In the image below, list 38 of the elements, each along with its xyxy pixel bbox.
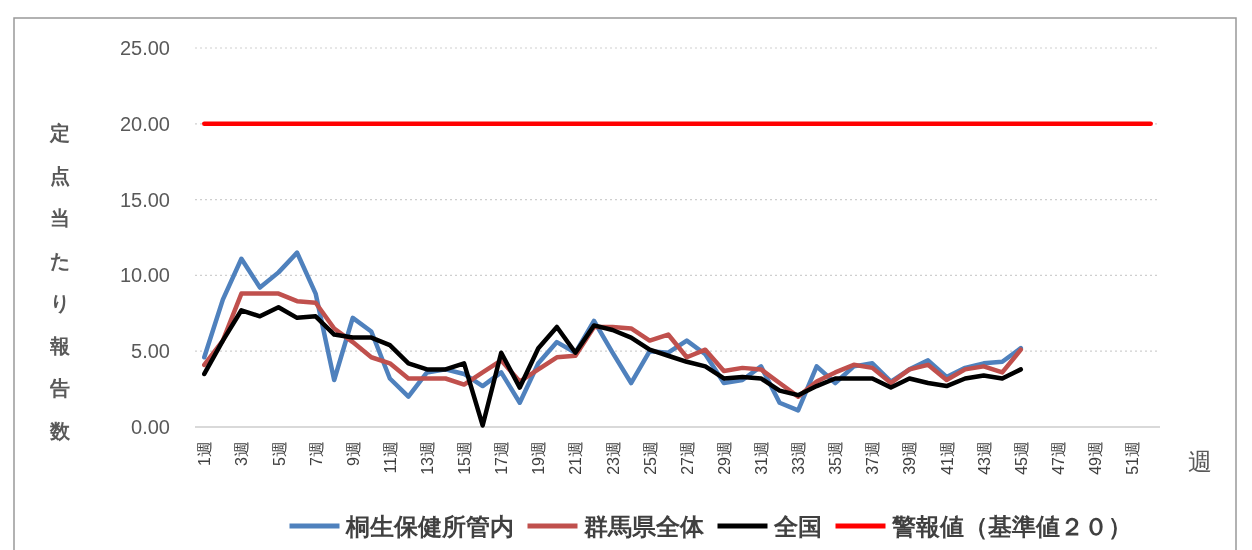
y-tick-label: 15.00	[119, 188, 170, 211]
x-tick-label: 27週	[678, 441, 696, 475]
x-tick-label: 19週	[530, 441, 548, 475]
x-tick-label: 39週	[901, 441, 919, 475]
x-tick-label: 37週	[864, 441, 882, 475]
x-tick-label: 31週	[753, 441, 771, 475]
x-tick-label: 43週	[975, 441, 993, 475]
x-tick-label: 17週	[493, 441, 511, 475]
legend-label: 群馬県全体	[582, 513, 705, 540]
x-tick-label: 47週	[1049, 441, 1067, 475]
x-tick-label: 1週	[196, 441, 214, 466]
x-axis-title: 週	[1188, 448, 1212, 475]
y-tick-label: 5.00	[131, 340, 170, 363]
x-tick-label: 41週	[938, 441, 956, 475]
x-tick-label: 51週	[1124, 441, 1142, 475]
y-tick-label: 0.00	[131, 416, 170, 438]
x-tick-label: 15週	[456, 441, 474, 475]
legend-label: 警報値（基準値２０）	[890, 513, 1132, 540]
legend-label: 桐生保健所管内	[344, 513, 514, 540]
y-tick-label: 25.00	[119, 37, 170, 59]
legend-label: 全国	[772, 513, 822, 540]
x-tick-label: 3週	[233, 441, 251, 466]
x-tick-label: 45週	[1012, 441, 1030, 475]
x-tick-label: 49週	[1087, 441, 1105, 475]
x-tick-label: 13週	[418, 441, 436, 475]
y-tick-label: 20.00	[119, 112, 170, 135]
x-tick-label: 35週	[827, 441, 845, 475]
x-tick-label: 5週	[270, 441, 288, 466]
x-tick-label: 11週	[381, 441, 399, 474]
x-tick-label: 25週	[641, 441, 659, 475]
y-axis-title: 定点当たり報告数	[49, 122, 71, 442]
y-tick-label: 10.00	[119, 264, 170, 287]
x-tick-label: 33週	[790, 441, 808, 475]
x-tick-label: 29週	[715, 441, 733, 475]
x-tick-label: 23週	[604, 441, 622, 475]
x-tick-label: 7週	[307, 441, 325, 466]
x-tick-label: 21週	[567, 441, 585, 475]
x-tick-label: 9週	[344, 441, 362, 466]
